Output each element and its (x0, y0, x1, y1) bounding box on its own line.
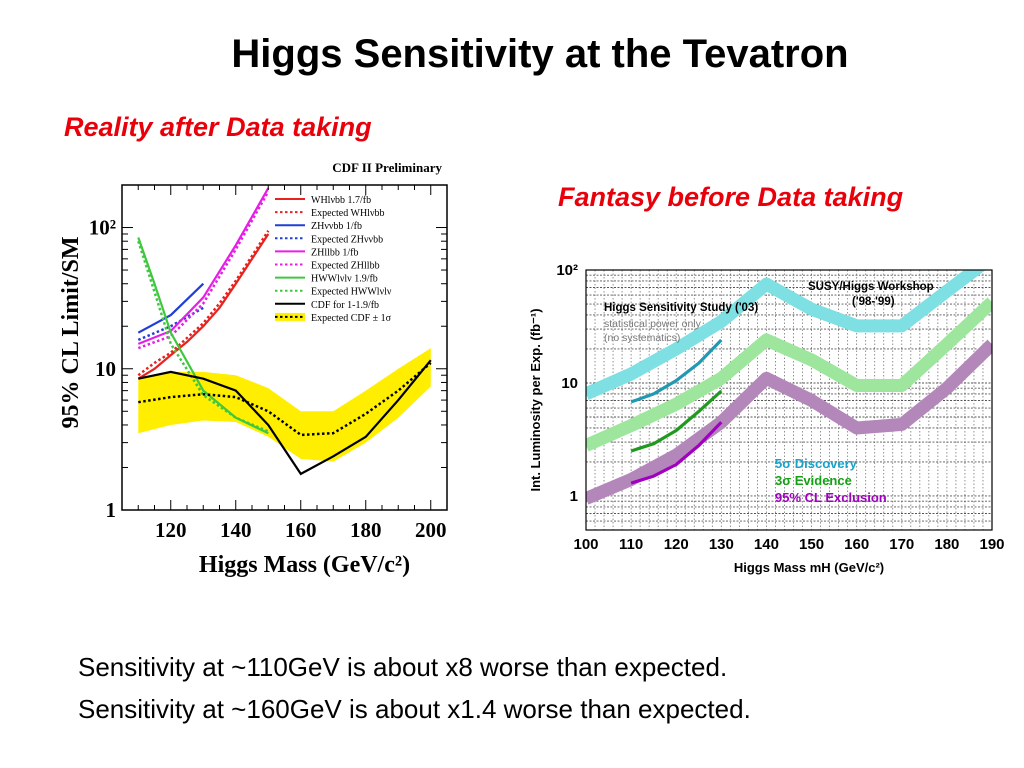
y-tick-label: 10 (95, 357, 116, 381)
cdf-limit-chart: 120 140 160 180 200 1 10 10² Higgs Mass (GeV/c²)… (58, 160, 448, 578)
x-tick-label: 110 (619, 536, 643, 553)
x-axis-label: Higgs Mass (GeV/c²) (199, 552, 410, 578)
legend-label: Expected CDF ± 1σ (311, 313, 392, 324)
series-line-5 (630, 421, 723, 485)
legend-label: 95% CL Exclusion (775, 490, 887, 505)
conclusion-line-2: Sensitivity at ~160GeV is about x1.4 wor… (78, 694, 751, 724)
x-tick-label: 120 (155, 518, 187, 542)
y-tick-label: 10² (89, 216, 116, 240)
x-tick-label: 130 (709, 536, 734, 553)
y-axis-label: Int. Luminosity per Exp. (fb⁻¹) (528, 308, 543, 491)
y-tick-label: 1 (106, 498, 117, 522)
series-line-0 (586, 270, 986, 400)
series-line-2 (586, 339, 992, 505)
legend-label: ZHllbb 1/fb (311, 247, 359, 258)
legend-label: 5σ Discovery (775, 456, 858, 471)
legend-label: Expected WHlνbb (311, 208, 384, 219)
y-tick-label: 1 (570, 488, 578, 505)
x-tick-label: 170 (889, 536, 914, 553)
x-tick-label: 160 (285, 518, 317, 542)
legend-label: 3σ Evidence (775, 473, 852, 488)
plot-frame (585, 269, 993, 531)
series-line-4 (137, 187, 270, 345)
annotation-text: SUSY/Higgs Workshop (808, 281, 934, 293)
x-tick-label: 140 (220, 518, 252, 542)
series-line-5 (137, 190, 270, 350)
chart-title: CDF II Preliminary (332, 160, 442, 175)
legend-label: HWWlνlν 1.9/fb (311, 274, 378, 285)
expected-band (138, 348, 431, 462)
series-line-6 (137, 237, 269, 435)
series-line-4 (630, 389, 723, 453)
luminosity-chart: 100 110 120 130 140 150 160 170 180 19011010²Higg… (528, 262, 1005, 575)
legend-label: ZHννbb 1/fb (311, 221, 362, 232)
y-tick-label: 10 (561, 375, 578, 392)
annotation-text: statistical power only (604, 318, 702, 330)
legend-label: CDF for 1-1.9/fb (311, 300, 379, 311)
plot-frame (121, 184, 448, 511)
series-line-3 (630, 338, 723, 404)
x-tick-label: 190 (979, 536, 1004, 553)
x-tick-label: 180 (934, 536, 959, 553)
series-line-2 (137, 282, 205, 334)
x-tick-label: 100 (573, 536, 598, 553)
x-tick-label: 140 (754, 536, 779, 553)
series-group (586, 270, 992, 505)
slide-title: Higgs Sensitivity at the Tevatron (231, 32, 849, 76)
legend-label: Expected ZHννbb (311, 234, 383, 245)
legend-label: Expected HWWlνlν (311, 287, 392, 298)
x-tick-label: 160 (844, 536, 869, 553)
x-tick-label: 120 (664, 536, 689, 553)
legend-label: Expected ZHllbb (311, 261, 380, 272)
series-line-8 (138, 359, 432, 476)
annotation-text: ('98-'99) (852, 296, 895, 308)
series-line-1 (586, 297, 992, 452)
x-axis-label: Higgs Mass mH (GeV/c²) (734, 560, 884, 575)
legend-label: WHlνbb 1.7/fb (311, 195, 371, 206)
annotation-text: Higgs Sensitivity Study ('03) (604, 302, 758, 314)
x-tick-label: 150 (799, 536, 824, 553)
right-subtitle: Fantasy before Data taking (558, 182, 904, 212)
conclusion-line-1: Sensitivity at ~110GeV is about x8 worse… (78, 652, 728, 682)
x-tick-label: 200 (415, 518, 447, 542)
left-subtitle: Reality after Data taking (64, 112, 372, 142)
y-axis-label: 95% CL Limit/SM (58, 236, 84, 428)
y-tick-label: 10² (556, 262, 578, 279)
x-tick-label: 180 (350, 518, 382, 542)
annotation-text: (no systematics) (604, 332, 680, 344)
series-line-1 (137, 230, 270, 377)
series-line-0 (137, 233, 270, 380)
